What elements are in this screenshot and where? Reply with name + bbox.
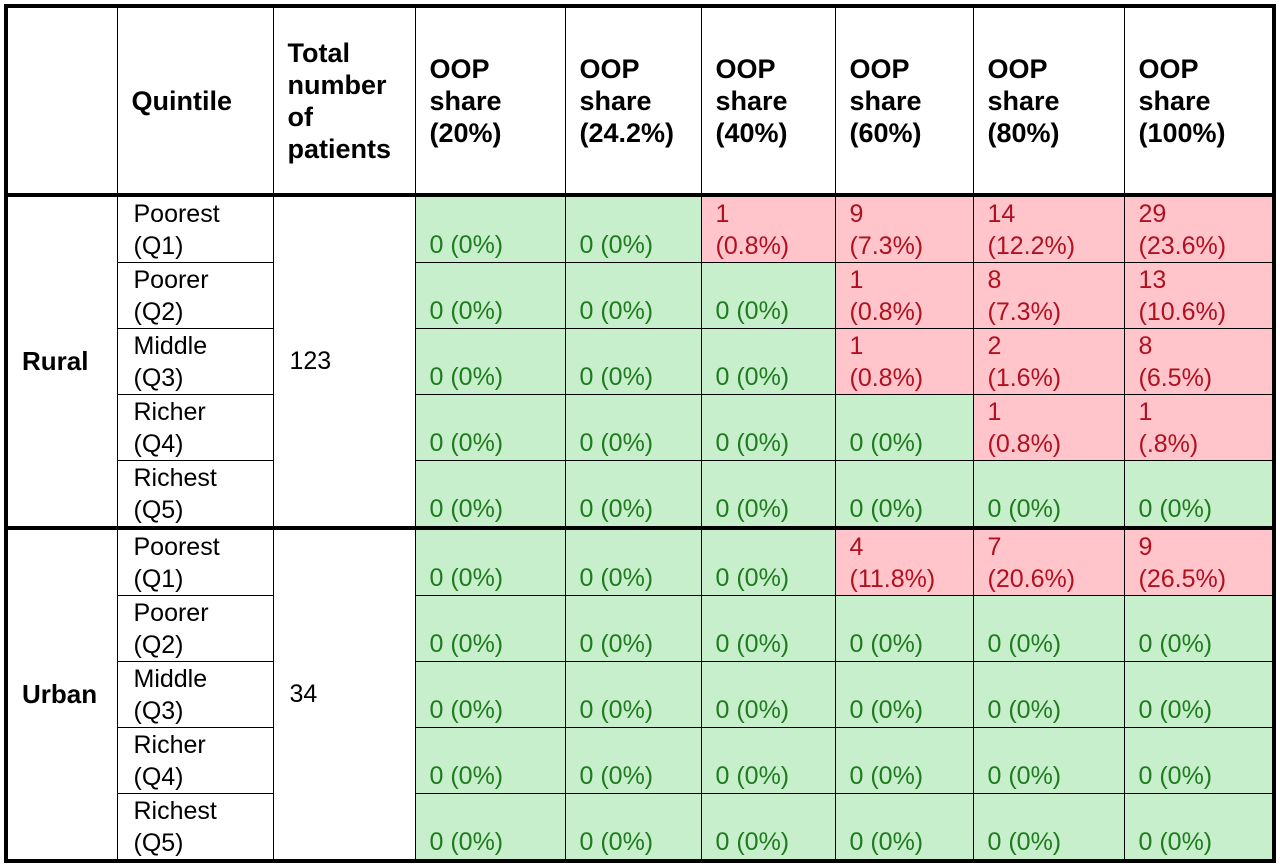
zero-value-cell: 0 (0%) — [834, 661, 974, 728]
positive-value-cell: 9 (26.5%) — [1123, 527, 1275, 596]
area-label: Rural — [5, 194, 118, 529]
total-patients-value: 123 — [272, 194, 416, 529]
quintile-label: Poorer (Q2) — [116, 595, 274, 662]
zero-value-cell: 0 (0%) — [834, 595, 974, 662]
zero-value-cell: 0 (0%) — [414, 328, 566, 395]
zero-value-cell: 0 (0%) — [700, 328, 836, 395]
positive-value-cell: 29 (23.6%) — [1123, 194, 1275, 263]
zero-value-cell: 0 (0%) — [1123, 661, 1275, 728]
positive-value-cell: 1 (0.8%) — [834, 262, 974, 329]
zero-value-cell: 0 (0%) — [414, 793, 566, 862]
zero-value-cell: 0 (0%) — [414, 460, 566, 529]
zero-value-cell: 0 (0%) — [834, 727, 974, 794]
table-row: Richest (Q5) 0 (0%) 0 (0%) 0 (0%) 0 (0%) 0 (0… — [6, 793, 1275, 862]
positive-value-cell: 13 (10.6%) — [1123, 262, 1275, 329]
quintile-label: Richer (Q4) — [116, 394, 274, 461]
zero-value-cell: 0 (0%) — [564, 460, 702, 529]
zero-value-cell: 0 (0%) — [1123, 793, 1275, 862]
positive-value-cell: 1 (0.8%) — [700, 194, 836, 263]
quintile-label: Richest (Q5) — [116, 460, 274, 529]
zero-value-cell: 0 (0%) — [414, 262, 566, 329]
table-row: Urban Poorest (Q1) 34 0 (0%) 0 (0%) 0 (0%) 4 (… — [5, 527, 1275, 862]
zero-value-cell: 0 (0%) — [700, 262, 836, 329]
zero-value-cell: 0 (0%) — [414, 661, 566, 728]
positive-value-cell: 9 (7.3%) — [834, 194, 974, 263]
table-row: Richer (Q4) 0 (0%) 0 (0%) 0 (0%) 0 (0%) 0 (0%… — [6, 727, 1275, 794]
zero-value-cell: 0 (0%) — [700, 394, 836, 461]
header-row: Quintile Total number of patients OOP sh… — [5, 5, 1275, 196]
positive-value-cell: 1 (.8%) — [1123, 394, 1275, 461]
zero-value-cell: 0 (0%) — [834, 793, 974, 862]
zero-value-cell: 0 (0%) — [414, 394, 566, 461]
zero-value-cell: 0 (0%) — [564, 262, 702, 329]
positive-value-cell: 8 (6.5%) — [1123, 328, 1275, 395]
table-row: Middle (Q3) 0 (0%) 0 (0%) 0 (0%) 0 (0%) 0 (0%… — [6, 661, 1275, 728]
zero-value-cell: 0 (0%) — [972, 793, 1125, 862]
header-oop-60: OOP share (60%) — [834, 5, 974, 196]
table-row: Richest (Q5) 0 (0%) 0 (0%) 0 (0%) 0 (0%) 0 (0… — [6, 460, 1275, 529]
quintile-label: Middle (Q3) — [116, 661, 274, 728]
header-total-patients: Total number of patients — [272, 5, 416, 196]
total-patients-value: 34 — [272, 527, 416, 862]
zero-value-cell: 0 (0%) — [1123, 595, 1275, 662]
quintile-label: Poorest (Q1) — [116, 527, 274, 596]
header-area — [5, 5, 118, 196]
positive-value-cell: 2 (1.6%) — [972, 328, 1125, 395]
zero-value-cell: 0 (0%) — [564, 661, 702, 728]
table-row: Poorer (Q2) 0 (0%) 0 (0%) 0 (0%) 1 (0.8%) 8 (… — [6, 262, 1275, 329]
zero-value-cell: 0 (0%) — [972, 595, 1125, 662]
zero-value-cell: 0 (0%) — [972, 460, 1125, 529]
zero-value-cell: 0 (0%) — [700, 727, 836, 794]
positive-value-cell: 7 (20.6%) — [972, 527, 1125, 596]
positive-value-cell: 1 (0.8%) — [834, 328, 974, 395]
quintile-label: Poorest (Q1) — [116, 194, 274, 263]
zero-value-cell: 0 (0%) — [834, 460, 974, 529]
zero-value-cell: 0 (0%) — [972, 727, 1125, 794]
zero-value-cell: 0 (0%) — [700, 595, 836, 662]
zero-value-cell: 0 (0%) — [700, 661, 836, 728]
positive-value-cell: 1 (0.8%) — [972, 394, 1125, 461]
zero-value-cell: 0 (0%) — [700, 793, 836, 862]
quintile-label: Poorer (Q2) — [116, 262, 274, 329]
zero-value-cell: 0 (0%) — [972, 661, 1125, 728]
zero-value-cell: 0 (0%) — [564, 328, 702, 395]
header-oop-24-2: OOP share (24.2%) — [564, 5, 702, 196]
zero-value-cell: 0 (0%) — [414, 595, 566, 662]
header-oop-20: OOP share (20%) — [414, 5, 566, 196]
zero-value-cell: 0 (0%) — [564, 793, 702, 862]
quintile-label: Middle (Q3) — [116, 328, 274, 395]
zero-value-cell: 0 (0%) — [564, 527, 702, 596]
table-body: Rural Poorest (Q1) 123 0 (0%) 0 (0%) 1 (0.8%)… — [5, 194, 1275, 862]
quintile-label: Richest (Q5) — [116, 793, 274, 862]
header-oop-80: OOP share (80%) — [972, 5, 1125, 196]
zero-value-cell: 0 (0%) — [564, 194, 702, 263]
positive-value-cell: 8 (7.3%) — [972, 262, 1125, 329]
header-quintile: Quintile — [116, 5, 274, 196]
quintile-label: Richer (Q4) — [116, 727, 274, 794]
positive-value-cell: 14 (12.2%) — [972, 194, 1125, 263]
table-row: Middle (Q3) 0 (0%) 0 (0%) 0 (0%) 1 (0.8%) 2 … — [6, 328, 1275, 395]
zero-value-cell: 0 (0%) — [564, 727, 702, 794]
zero-value-cell: 0 (0%) — [1123, 727, 1275, 794]
oop-share-table: Quintile Total number of patients OOP sh… — [4, 4, 1276, 863]
table-row: Poorer (Q2) 0 (0%) 0 (0%) 0 (0%) 0 (0%) 0 (0%… — [6, 595, 1275, 662]
table-row: Rural Poorest (Q1) 123 0 (0%) 0 (0%) 1 (0.8%)… — [5, 194, 1275, 529]
zero-value-cell: 0 (0%) — [414, 727, 566, 794]
zero-value-cell: 0 (0%) — [564, 595, 702, 662]
positive-value-cell: 4 (11.8%) — [834, 527, 974, 596]
header-oop-40: OOP share (40%) — [700, 5, 836, 196]
zero-value-cell: 0 (0%) — [564, 394, 702, 461]
zero-value-cell: 0 (0%) — [414, 194, 566, 263]
table-row: Richer (Q4) 0 (0%) 0 (0%) 0 (0%) 0 (0%) 1 (0.… — [6, 394, 1275, 461]
zero-value-cell: 0 (0%) — [414, 527, 566, 596]
area-label: Urban — [5, 527, 118, 862]
zero-value-cell: 0 (0%) — [1123, 460, 1275, 529]
zero-value-cell: 0 (0%) — [834, 394, 974, 461]
zero-value-cell: 0 (0%) — [700, 460, 836, 529]
zero-value-cell: 0 (0%) — [700, 527, 836, 596]
header-oop-100: OOP share (100%) — [1123, 5, 1275, 196]
